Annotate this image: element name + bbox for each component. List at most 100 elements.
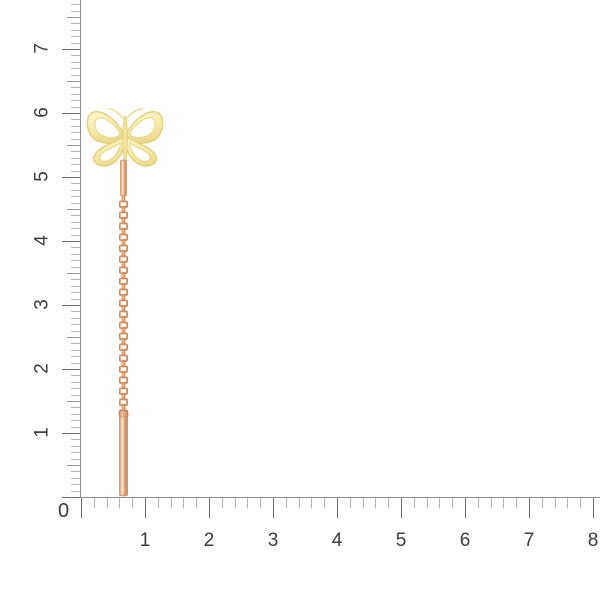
vertical-ruler-tick [71,171,80,172]
vertical-ruler-tick [62,305,80,306]
butterfly-ornament [86,108,164,167]
chain-connector [121,294,126,301]
horizontal-ruler-tick [81,498,82,518]
chain-connector [121,327,126,334]
vertical-ruler-tick [71,471,80,472]
chain-connector [121,316,126,323]
chain-connector [121,283,126,290]
horizontal-ruler-tick [542,498,543,508]
butterfly-antennae [107,108,143,121]
horizontal-ruler-tick [414,498,415,508]
vertical-ruler-tick [67,81,80,82]
vertical-ruler-tick [71,4,80,5]
vertical-ruler-tick [67,465,80,466]
vertical-ruler-tick [71,343,80,344]
bottom-bar [118,410,129,497]
chain-box-link [118,233,129,241]
chain-box-link-highlight [120,201,122,207]
butterfly-body [122,114,128,167]
vertical-ruler-tick [71,247,80,248]
horizontal-ruler-tick [580,498,581,508]
vertical-ruler-tick [71,30,80,31]
vertical-ruler-tick [71,119,80,120]
chain-connector [121,338,126,345]
chain-connector [121,305,126,312]
horizontal-ruler-tick [286,498,287,508]
horizontal-ruler-tick [132,498,133,508]
horizontal-ruler-label: 8 [587,530,599,551]
vertical-ruler-tick [71,478,80,479]
chain-box-link-highlight [120,399,122,405]
vertical-ruler-tick [62,177,80,178]
vertical-ruler-tick [71,107,80,108]
horizontal-ruler-tick [427,498,428,508]
chain-box-link [118,343,129,351]
vertical-ruler-tick [67,401,80,402]
horizontal-ruler-label: 3 [267,530,279,551]
chain-connector [121,349,126,356]
horizontal-ruler-tick [491,498,492,508]
vertical-ruler-tick [67,17,80,18]
horizontal-ruler-tick [209,498,210,518]
horizontal-ruler-tick [171,498,172,508]
vertical-ruler-tick [62,113,80,114]
horizontal-ruler-tick [235,498,236,508]
horizontal-ruler-label: 7 [523,530,535,551]
origin-zero-label: 0 [58,500,70,522]
vertical-ruler-tick [71,36,80,37]
chain-box-link-highlight [120,366,122,372]
butterfly-wing-left-upper-cutout-a [94,117,121,139]
chain-box-link-highlight [120,388,122,394]
vertical-ruler-tick [71,420,80,421]
chain-box-link [118,299,129,307]
horizontal-ruler-axis-line [81,497,600,498]
horizontal-ruler-tick [555,498,556,508]
chain-box-link-highlight [120,212,122,218]
chain-connector [121,360,126,367]
vertical-ruler-tick [71,356,80,357]
chain-box-link-highlight [120,322,122,328]
horizontal-ruler-tick [260,498,261,508]
horizontal-ruler-tick [503,498,504,508]
vertical-ruler-tick [71,215,80,216]
horizontal-ruler-tick [183,498,184,508]
chain-box-link [118,222,129,230]
chain-box-link-highlight [120,311,122,317]
chain-box-link [118,321,129,329]
horizontal-ruler-tick [299,498,300,508]
vertical-ruler-tick [71,427,80,428]
vertical-ruler-tick [71,363,80,364]
vertical-ruler-tick [71,439,80,440]
horizontal-ruler-tick [350,498,351,508]
vertical-ruler-tick [71,235,80,236]
horizontal-ruler-tick [478,498,479,508]
vertical-ruler-tick [67,273,80,274]
vertical-ruler-tick [71,228,80,229]
vertical-ruler-tick [71,318,80,319]
vertical-ruler-tick [71,382,80,383]
horizontal-ruler-tick [388,498,389,508]
vertical-ruler-tick [71,331,80,332]
vertical-ruler-tick [71,279,80,280]
vertical-ruler-tick [71,75,80,76]
vertical-ruler-tick [71,203,80,204]
vertical-ruler-tick [71,100,80,101]
vertical-ruler-axis-line [80,0,81,498]
horizontal-ruler-label: 4 [331,530,343,551]
butterfly-wing-left-lower [92,134,125,167]
horizontal-ruler-tick [311,498,312,508]
vertical-ruler-tick [71,260,80,261]
vertical-ruler-tick [67,145,80,146]
vertical-ruler-tick [62,497,80,498]
chain-box-link-highlight [120,245,122,251]
horizontal-ruler-tick [516,498,517,508]
vertical-ruler-label: 6 [31,107,53,118]
horizontal-ruler-tick [452,498,453,508]
vertical-ruler-tick [71,43,80,44]
chain-box-link [118,211,129,219]
chain-box-link-highlight [120,344,122,350]
horizontal-ruler-tick [529,498,530,518]
horizontal-ruler-tick [324,498,325,508]
chain-box-link [118,376,129,384]
